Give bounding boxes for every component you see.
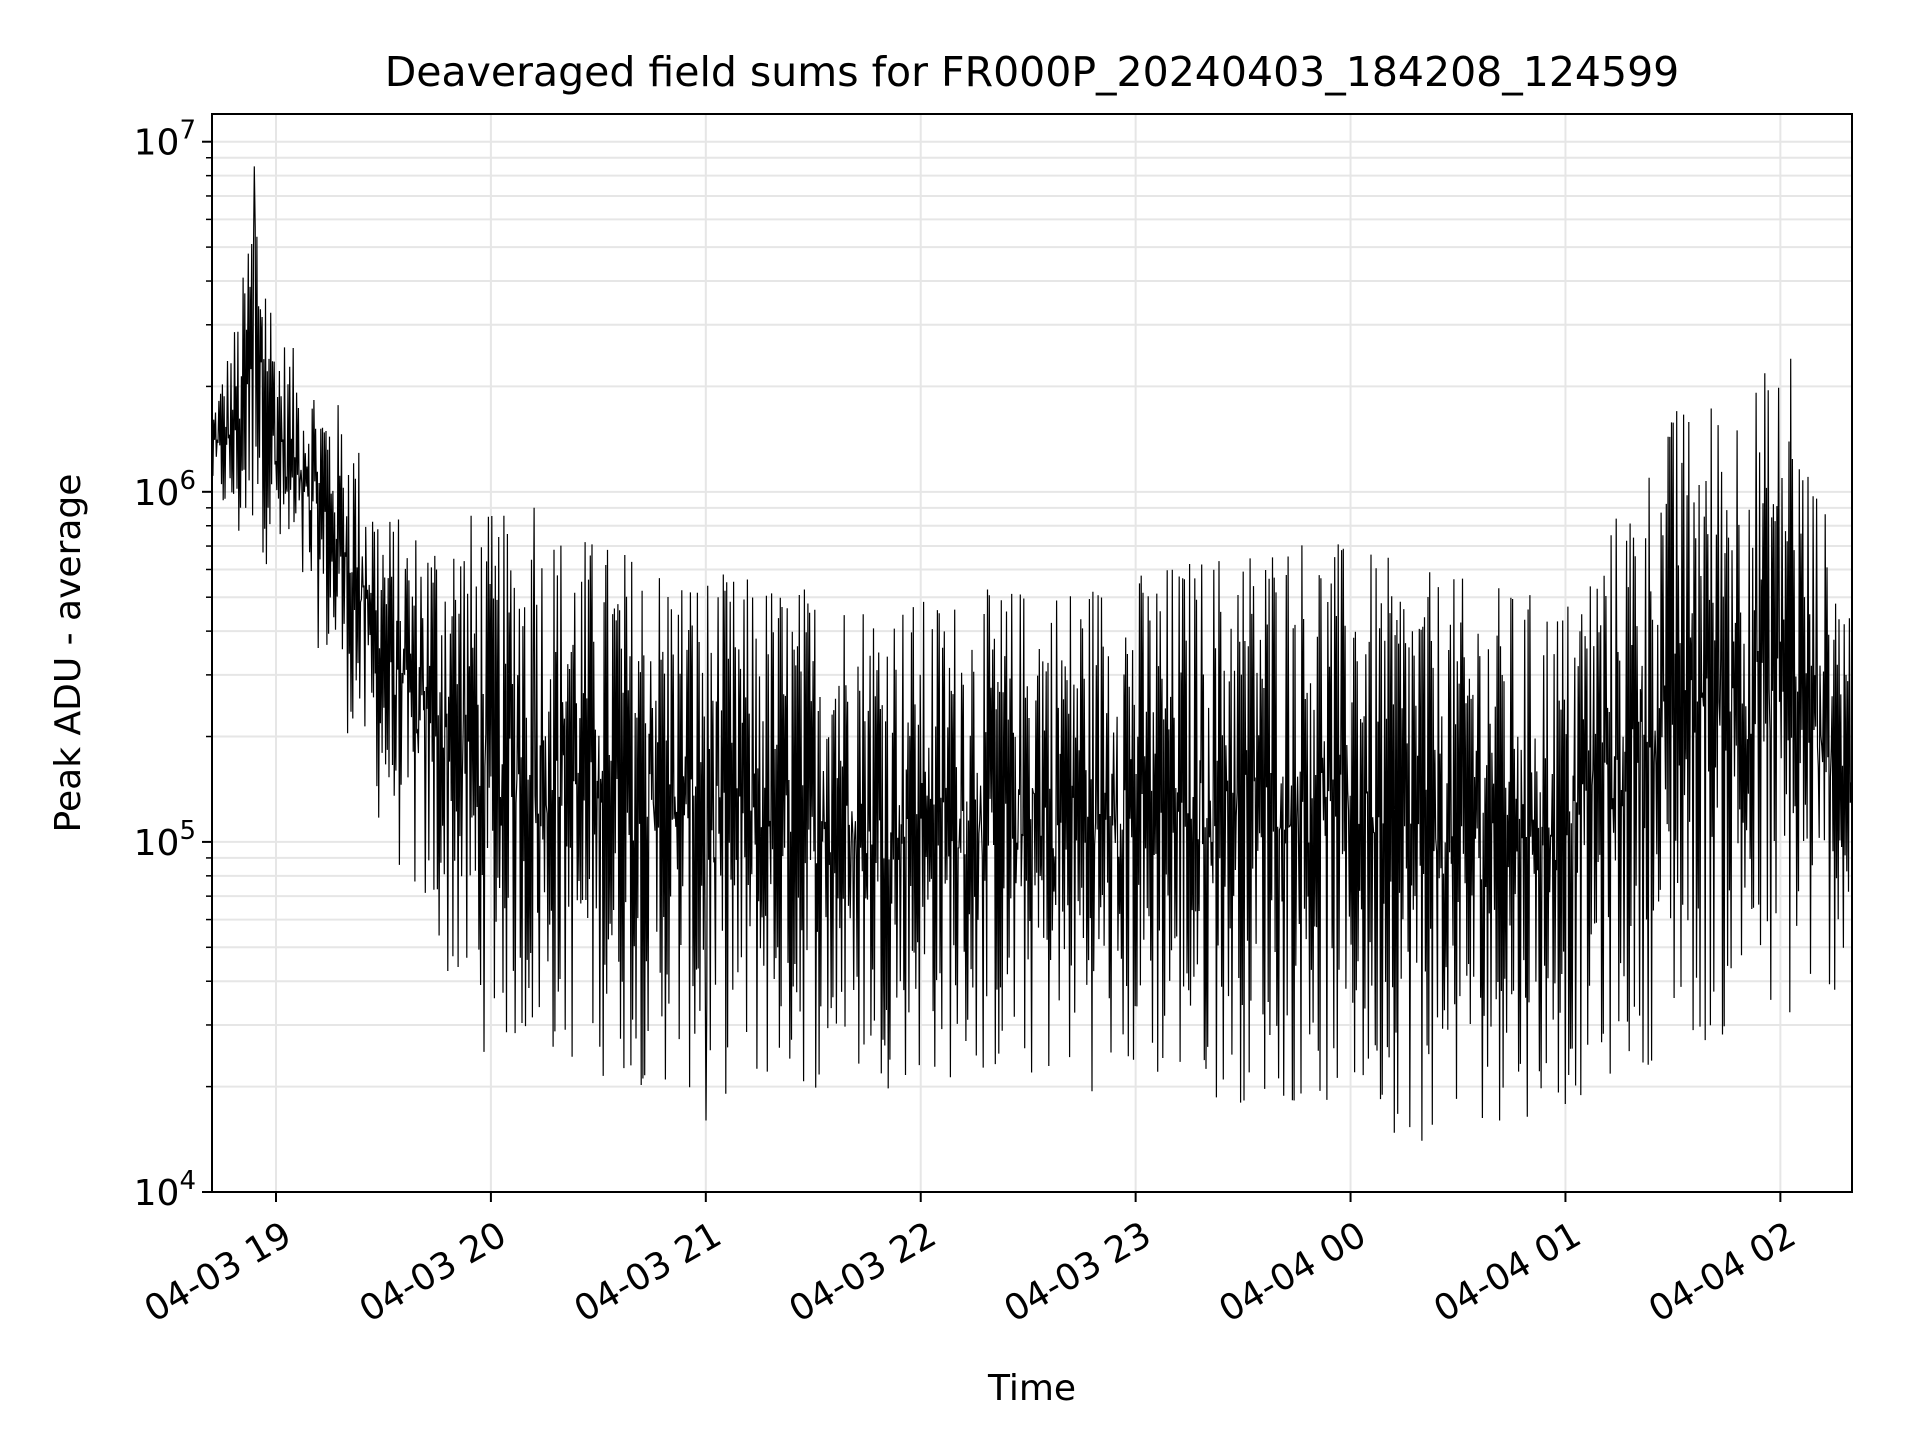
y-tick-label: 106 [134,466,196,514]
chart-title: Deaveraged field sums for FR000P_2024040… [385,48,1680,96]
axes-frame [211,113,1853,1193]
y-tick-label: 105 [134,816,196,864]
plot-area [211,166,1853,1141]
y-tick-label: 104 [134,1166,196,1214]
y-axis-label: Peak ADU - average [48,474,89,833]
series-line [211,166,1853,1141]
y-axis: 104 105 106 107 [134,116,212,1214]
y-tick-label: 107 [134,116,196,164]
x-axis-label: Time [987,1368,1076,1409]
